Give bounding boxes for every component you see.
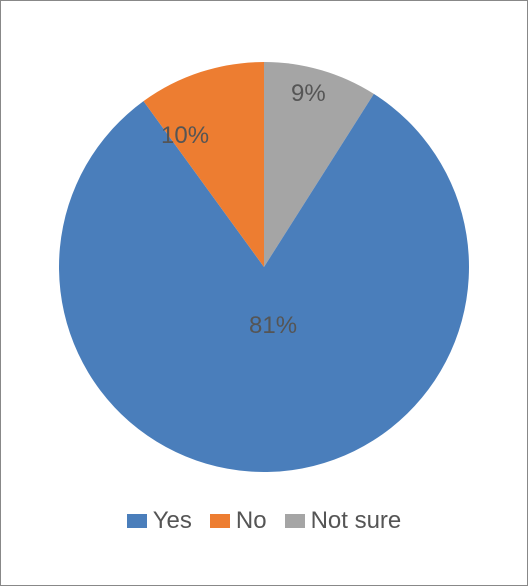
legend-swatch-yes — [127, 514, 147, 528]
legend: Yes No Not sure — [127, 507, 402, 535]
legend-item-yes: Yes — [127, 507, 192, 535]
pie-wrapper: 81% 10% 9% — [59, 62, 469, 472]
pie-chart-svg — [59, 62, 469, 472]
legend-item-no: No — [210, 507, 267, 535]
legend-swatch-no — [210, 514, 230, 528]
slice-label-no: 10% — [161, 122, 209, 150]
legend-label-yes: Yes — [153, 507, 192, 535]
pie-chart-container: 81% 10% 9% Yes No Not sure — [1, 1, 527, 585]
legend-item-notsure: Not sure — [285, 507, 402, 535]
legend-label-notsure: Not sure — [311, 507, 402, 535]
slice-label-notsure: 9% — [291, 80, 326, 108]
legend-swatch-notsure — [285, 514, 305, 528]
slice-label-yes: 81% — [249, 312, 297, 340]
legend-label-no: No — [236, 507, 267, 535]
